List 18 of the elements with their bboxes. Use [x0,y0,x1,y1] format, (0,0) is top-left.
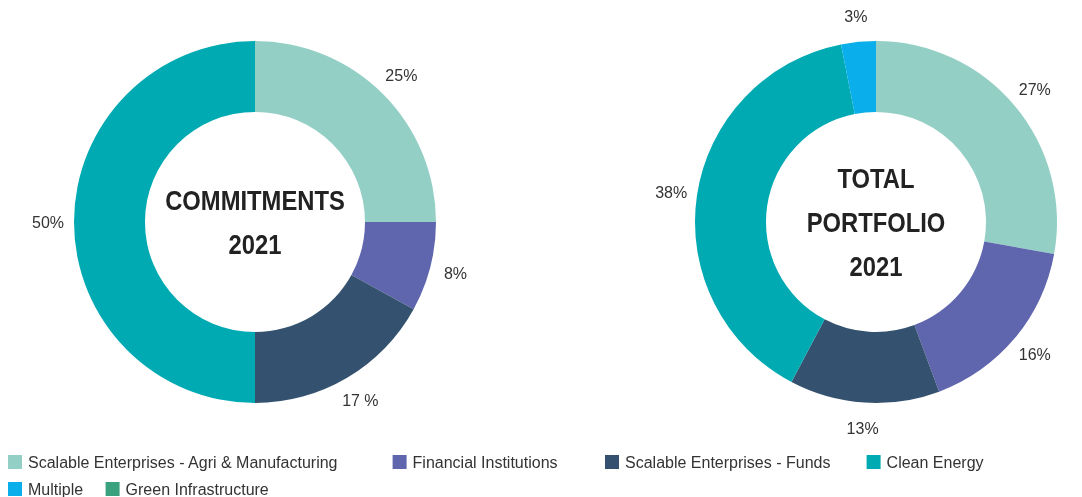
data-label: 13% [846,420,879,438]
data-label: 3% [844,7,868,25]
legend-label: Scalable Enterprises - Funds [625,453,831,471]
data-label: 50% [31,213,65,231]
legend-label: Green Infrastructure [125,480,269,497]
data-label: 8% [443,265,468,283]
text: COMMITMENTS 2021 [165,183,345,261]
data-label: 16% [1018,346,1051,364]
data-label: 25% [385,67,418,85]
donut-slice [351,222,436,310]
data-label: 38% [655,183,688,201]
data-label: 17 % [342,391,379,409]
data-label: 27% [1018,80,1051,98]
legend-label: Financial Institutions [412,453,558,471]
legend-label: Clean Energy [886,453,984,471]
legend-label: Multiple [28,480,84,497]
text: TOTAL PORTFOLIO 2021 [806,161,946,283]
legend-label: Scalable Enterprises - Agri & Manufacturing [28,453,338,471]
